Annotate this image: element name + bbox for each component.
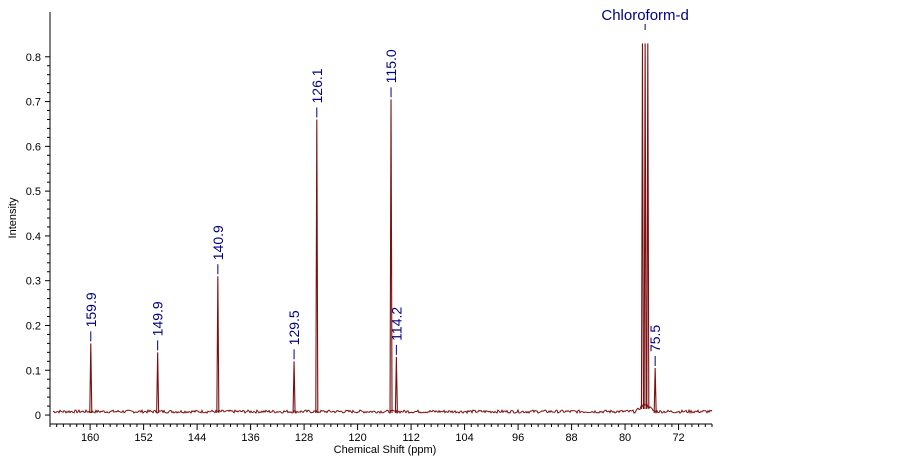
spectrum-peak	[89, 343, 93, 414]
x-tick-label: 72	[672, 432, 684, 444]
y-tick-label: 0.3	[26, 276, 41, 288]
x-tick-label: 112	[402, 432, 420, 444]
solvent-label: Chloroform-d	[601, 7, 689, 24]
spectrum-peak	[216, 276, 220, 414]
x-tick-label: 144	[188, 432, 206, 444]
x-tick-label: 80	[619, 432, 631, 444]
y-ticks-group: 0 0.1 0.2 0.3 0.4 0.5 0.6 0.7 0.8	[26, 52, 50, 422]
x-tick-label: 88	[565, 432, 577, 444]
y-tick-label: 0.1	[26, 365, 41, 377]
y-tick-label: 0	[35, 410, 41, 422]
spectrum-peak	[389, 99, 393, 414]
peak-label: 129.5	[286, 310, 302, 345]
y-tick-label: 0.4	[26, 231, 41, 243]
spectrum-peak	[156, 352, 160, 414]
x-tick-label: 152	[134, 432, 152, 444]
spectrum-peak	[315, 119, 319, 414]
peak-label: 115.0	[383, 49, 399, 83]
x-tick-label: 104	[455, 432, 473, 444]
y-tick-label: 0.6	[26, 141, 41, 153]
y-tick-label: 0.2	[26, 320, 41, 332]
x-ticks-group: 160 152 144 136 128 120 112 104 96 88 80 72	[49, 424, 713, 444]
x-tick-label: 136	[241, 432, 259, 444]
x-axis-title: Chemical Shift (ppm)	[334, 444, 437, 456]
peaks-group	[89, 43, 657, 414]
solvent-peak	[643, 43, 647, 410]
x-tick-label: 96	[512, 432, 524, 444]
spectrum-peak	[292, 361, 296, 414]
spectrum-baseline	[52, 402, 713, 415]
peak-label: 114.2	[388, 307, 404, 341]
axes-group	[49, 12, 712, 425]
peak-labels-group: 159.9 149.9 140.9 129.5 126.1 115.0 114.2 75.5	[83, 49, 663, 367]
x-tick-label: 120	[348, 432, 366, 444]
x-tick-label: 128	[295, 432, 313, 444]
y-tick-label: 0.8	[26, 52, 41, 64]
peak-label: 75.5	[647, 325, 663, 352]
peak-label: 159.9	[83, 292, 99, 327]
peak-label: 140.9	[210, 225, 226, 260]
peak-label: 126.1	[309, 68, 325, 103]
spectrum-peak	[394, 356, 398, 414]
y-axis-title: Intensity	[7, 197, 19, 238]
solvent-peak	[640, 43, 645, 410]
x-tick-label: 160	[81, 432, 99, 444]
spectrum-peak	[653, 368, 657, 414]
y-tick-label: 0.7	[26, 97, 41, 109]
y-tick-label: 0.5	[26, 186, 41, 198]
peak-label: 149.9	[150, 301, 166, 336]
solvent-peak	[646, 43, 650, 410]
